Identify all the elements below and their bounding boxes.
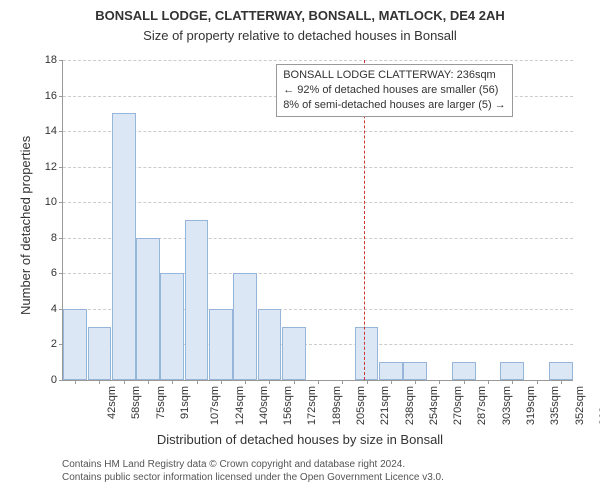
xtick-label: 205sqm	[355, 386, 367, 425]
xtick-mark	[512, 380, 513, 384]
xtick-label: 319sqm	[525, 386, 537, 425]
ytick-label: 10	[45, 196, 63, 208]
xtick-mark	[391, 380, 392, 384]
ytick-label: 0	[51, 374, 63, 386]
footer-line-2: Contains public sector information licen…	[62, 471, 444, 484]
xtick-mark	[439, 380, 440, 384]
callout-line-1: BONSALL LODGE CLATTERWAY: 236sqm	[283, 68, 506, 83]
histogram-bar	[500, 362, 524, 380]
histogram-bar	[282, 327, 306, 380]
xtick-label: 75sqm	[155, 386, 167, 419]
histogram-bar	[88, 327, 112, 380]
histogram-bar	[452, 362, 476, 380]
xtick-label: 189sqm	[331, 386, 343, 425]
xtick-mark	[172, 380, 173, 384]
ytick-label: 8	[51, 232, 63, 244]
xtick-mark	[537, 380, 538, 384]
xtick-mark	[269, 380, 270, 384]
histogram-bar	[63, 309, 87, 380]
histogram-bar	[160, 273, 184, 380]
xtick-mark	[75, 380, 76, 384]
xtick-label: 335sqm	[549, 386, 561, 425]
xtick-label: 156sqm	[282, 386, 294, 425]
ytick-label: 16	[45, 90, 63, 102]
gridline	[63, 167, 573, 168]
xtick-mark	[561, 380, 562, 384]
histogram-bar	[403, 362, 427, 380]
ytick-label: 14	[45, 125, 63, 137]
xtick-label: 140sqm	[258, 386, 270, 425]
ytick-label: 12	[45, 161, 63, 173]
xtick-mark	[367, 380, 368, 384]
xtick-label: 270sqm	[452, 386, 464, 425]
xtick-mark	[148, 380, 149, 384]
xtick-mark	[294, 380, 295, 384]
xtick-mark	[415, 380, 416, 384]
xtick-label: 42sqm	[106, 386, 118, 419]
xtick-mark	[124, 380, 125, 384]
chart-container: BONSALL LODGE, CLATTERWAY, BONSALL, MATL…	[0, 0, 600, 500]
xtick-label: 238sqm	[404, 386, 416, 425]
histogram-bar	[112, 113, 136, 380]
y-axis-label: Number of detached properties	[18, 136, 33, 315]
xtick-label: 58sqm	[130, 386, 142, 419]
reference-callout: BONSALL LODGE CLATTERWAY: 236sqm ← 92% o…	[276, 64, 513, 117]
xtick-mark	[99, 380, 100, 384]
gridline	[63, 202, 573, 203]
xtick-mark	[318, 380, 319, 384]
footer-note: Contains HM Land Registry data © Crown c…	[62, 458, 444, 484]
ytick-label: 6	[51, 267, 63, 279]
gridline	[63, 60, 573, 61]
xtick-mark	[197, 380, 198, 384]
x-axis-label: Distribution of detached houses by size …	[0, 432, 600, 447]
callout-line-2: ← 92% of detached houses are smaller (56…	[283, 83, 506, 98]
histogram-bar	[233, 273, 257, 380]
histogram-bar	[549, 362, 573, 380]
xtick-label: 221sqm	[379, 386, 391, 425]
gridline	[63, 131, 573, 132]
xtick-label: 287sqm	[477, 386, 489, 425]
xtick-label: 254sqm	[428, 386, 440, 425]
xtick-label: 91sqm	[179, 386, 191, 419]
ytick-label: 4	[51, 303, 63, 315]
xtick-label: 352sqm	[574, 386, 586, 425]
histogram-bar	[379, 362, 403, 380]
histogram-bar	[209, 309, 233, 380]
xtick-label: 124sqm	[234, 386, 246, 425]
xtick-mark	[245, 380, 246, 384]
xtick-label: 172sqm	[307, 386, 319, 425]
histogram-bar	[258, 309, 282, 380]
footer-line-1: Contains HM Land Registry data © Crown c…	[62, 458, 444, 471]
xtick-label: 107sqm	[209, 386, 221, 425]
ytick-label: 18	[45, 54, 63, 66]
xtick-mark	[221, 380, 222, 384]
chart-title: BONSALL LODGE, CLATTERWAY, BONSALL, MATL…	[0, 8, 600, 23]
histogram-bar	[185, 220, 209, 380]
histogram-bar	[355, 327, 379, 380]
xtick-label: 303sqm	[501, 386, 513, 425]
xtick-mark	[488, 380, 489, 384]
callout-line-3: 8% of semi-detached houses are larger (5…	[283, 98, 506, 113]
xtick-mark	[342, 380, 343, 384]
chart-subtitle: Size of property relative to detached ho…	[0, 28, 600, 43]
xtick-mark	[464, 380, 465, 384]
ytick-label: 2	[51, 338, 63, 350]
histogram-bar	[136, 238, 160, 380]
